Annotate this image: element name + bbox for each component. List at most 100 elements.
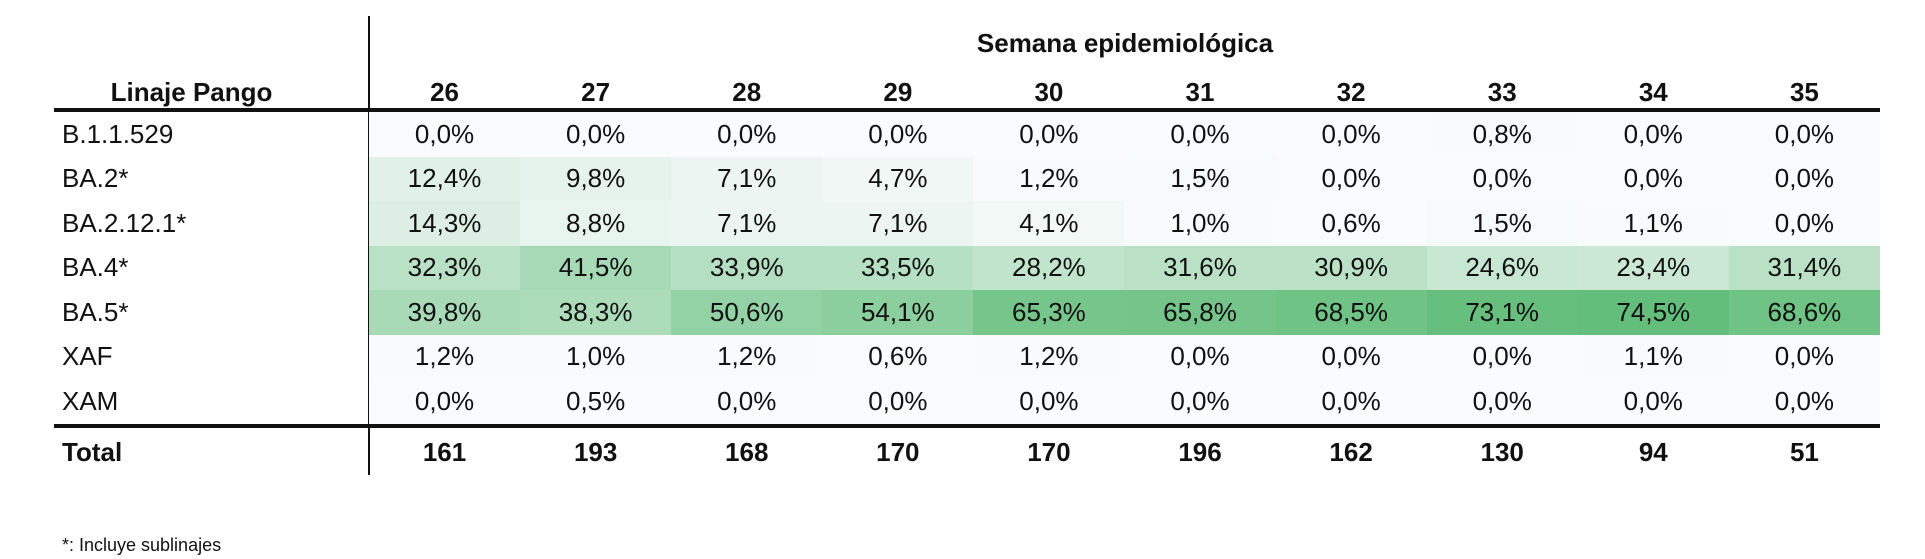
percentage-cell: 9,8% — [520, 156, 672, 201]
percentage-cell: 50,6% — [671, 290, 823, 335]
table-row: BA.4* 32,3% 41,5% 33,9% 33,5% 28,2% 31,6% 30,9%… — [54, 245, 1880, 290]
week-header-33: 33 — [1487, 77, 1517, 107]
percentage-cell: 1,1% — [1577, 334, 1729, 379]
percentage-cell: 0,0% — [1275, 379, 1427, 426]
total-cell: 170 — [1027, 437, 1071, 467]
percentage-cell: 0,0% — [1728, 156, 1880, 201]
percentage-cell: 39,8% — [369, 290, 521, 335]
percentage-cell: 24,6% — [1426, 245, 1578, 290]
total-label: Total — [62, 437, 123, 467]
percentage-cell: 33,9% — [671, 245, 823, 290]
percentage-cell: 74,5% — [1577, 290, 1729, 335]
percentage-cell: 1,2% — [973, 156, 1125, 201]
lineage-name: BA.2* — [62, 163, 129, 194]
total-cell: 130 — [1480, 437, 1524, 467]
percentage-cell: 73,1% — [1426, 290, 1578, 335]
percentage-cell: 1,2% — [973, 334, 1125, 379]
week-group-header: Semana epidemiológica — [976, 28, 1274, 58]
lineage-table: Linaje Pango 26 27 28 29 30 31 32 33 34 35 B.1.1.… — [54, 66, 1880, 478]
total-cell: 162 — [1329, 437, 1373, 467]
percentage-cell: 1,1% — [1577, 201, 1729, 246]
percentage-cell: 68,6% — [1728, 290, 1880, 335]
percentage-cell: 1,2% — [671, 334, 823, 379]
percentage-cell: 41,5% — [520, 245, 672, 290]
total-cell: 196 — [1178, 437, 1222, 467]
total-cell: 51 — [1789, 437, 1819, 467]
lineage-name: BA.4* — [62, 252, 129, 283]
percentage-cell: 1,2% — [369, 334, 521, 379]
table-row: BA.2* 12,4% 9,8% 7,1% 4,7% 1,2% 1,5% 0,0% 0,0% 0,… — [54, 156, 1880, 201]
percentage-cell: 0,0% — [973, 110, 1125, 157]
percentage-cell: 4,1% — [973, 201, 1125, 246]
percentage-cell: 7,1% — [671, 201, 823, 246]
week-header-32: 32 — [1336, 77, 1366, 107]
lineage-name: BA.2.12.1* — [62, 207, 187, 238]
percentage-cell: 30,9% — [1275, 245, 1427, 290]
percentage-cell: 38,3% — [520, 290, 672, 335]
percentage-cell: 0,0% — [671, 379, 823, 426]
percentage-cell: 0,0% — [1728, 334, 1880, 379]
percentage-cell: 0,0% — [1124, 334, 1276, 379]
percentage-cell: 1,0% — [1124, 201, 1276, 246]
percentage-cell: 1,0% — [520, 334, 672, 379]
percentage-cell: 0,5% — [520, 379, 672, 426]
percentage-cell: 14,3% — [369, 201, 521, 246]
percentage-cell: 28,2% — [973, 245, 1125, 290]
week-header-35: 35 — [1789, 77, 1819, 107]
percentage-cell: 0,6% — [822, 334, 974, 379]
total-cell: 193 — [573, 437, 618, 467]
week-header-27: 27 — [581, 77, 611, 107]
percentage-cell: 0,0% — [1728, 201, 1880, 246]
percentage-cell: 12,4% — [369, 156, 521, 201]
percentage-cell: 0,0% — [1728, 379, 1880, 426]
percentage-cell: 0,0% — [1426, 334, 1578, 379]
percentage-cell: 7,1% — [822, 201, 974, 246]
percentage-cell: 0,0% — [822, 379, 974, 426]
percentage-cell: 0,0% — [822, 110, 974, 157]
total-cell: 94 — [1638, 437, 1668, 467]
percentage-cell: 0,0% — [369, 110, 521, 157]
percentage-cell: 65,8% — [1124, 290, 1276, 335]
week-header-28: 28 — [732, 77, 762, 107]
week-header-29: 29 — [883, 77, 913, 107]
percentage-cell: 65,3% — [973, 290, 1125, 335]
percentage-cell: 0,6% — [1275, 201, 1427, 246]
percentage-cell: 0,0% — [1426, 379, 1578, 426]
percentage-cell: 33,5% — [822, 245, 974, 290]
week-header-31: 31 — [1185, 77, 1215, 107]
percentage-cell: 0,0% — [1124, 379, 1276, 426]
percentage-cell: 0,0% — [1426, 156, 1578, 201]
percentage-cell: 31,4% — [1728, 245, 1880, 290]
table-row: XAF 1,2% 1,0% 1,2% 0,6% 1,2% 0,0% 0,0% 0,0% 1,1% 0… — [54, 334, 1880, 379]
percentage-cell: 0,0% — [1124, 110, 1276, 157]
table-row: BA.5* 39,8% 38,3% 50,6% 54,1% 65,3% 65,8% 68,5%… — [54, 290, 1880, 335]
week-header-34: 34 — [1638, 77, 1668, 107]
percentage-cell: 0,0% — [1275, 334, 1427, 379]
percentage-cell: 32,3% — [369, 245, 521, 290]
footnote: *: Incluye sublinajes — [62, 535, 222, 555]
total-cell: 168 — [725, 437, 769, 467]
percentage-cell: 1,5% — [1426, 201, 1578, 246]
percentage-cell: 8,8% — [520, 201, 672, 246]
header-row: Linaje Pango 26 27 28 29 30 31 32 33 34 35 — [54, 66, 1880, 110]
week-header-26: 26 — [430, 77, 459, 107]
total-row: Total 161 193 168 170 170 196 162 130 94 51 — [54, 425, 1880, 478]
percentage-cell: 0,0% — [671, 110, 823, 157]
lineage-name: XAF — [62, 341, 113, 372]
lineage-name: BA.5* — [62, 296, 129, 327]
week-header-30: 30 — [1034, 77, 1064, 107]
percentage-cell: 0,0% — [1728, 110, 1880, 157]
lineage-name: B.1.1.529 — [62, 118, 174, 149]
lineage-name: XAM — [62, 385, 119, 416]
percentage-cell: 0,0% — [1577, 156, 1729, 201]
percentage-cell: 0,0% — [520, 110, 672, 157]
percentage-cell: 0,0% — [1275, 110, 1427, 157]
percentage-cell: 0,8% — [1426, 110, 1578, 157]
percentage-cell: 0,0% — [973, 379, 1125, 426]
percentage-cell: 0,0% — [369, 379, 521, 426]
percentage-cell: 54,1% — [822, 290, 974, 335]
percentage-cell: 0,0% — [1577, 110, 1729, 157]
percentage-cell: 31,6% — [1124, 245, 1276, 290]
table-row: XAM 0,0% 0,5% 0,0% 0,0% 0,0% 0,0% 0,0% 0,0% 0,0% 0… — [54, 379, 1880, 426]
percentage-cell: 0,0% — [1577, 379, 1729, 426]
